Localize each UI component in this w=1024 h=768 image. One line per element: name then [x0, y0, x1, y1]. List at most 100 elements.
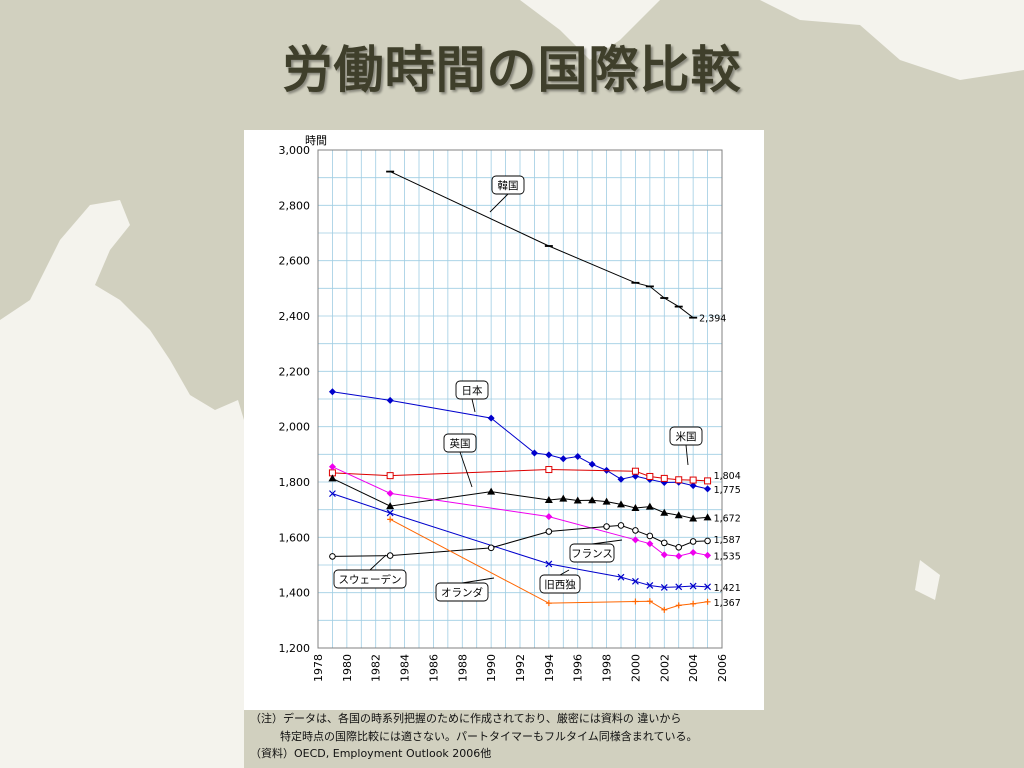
data-point	[660, 551, 668, 559]
series-name-label: 旧西独	[544, 578, 576, 591]
data-point	[631, 536, 639, 544]
end-value-label: 1,804	[714, 471, 741, 482]
callout-box	[569, 543, 615, 563]
data-point	[704, 537, 711, 545]
data-point	[646, 472, 654, 480]
data-point	[675, 602, 682, 609]
callout-pointer	[459, 451, 473, 488]
callout-フランス: フランス	[569, 539, 623, 563]
y-tick-label: 1,800	[279, 476, 311, 489]
end-value-label: 1,775	[714, 485, 741, 496]
data-point	[704, 485, 712, 493]
callout-box	[669, 426, 703, 446]
end-value-label: 1,672	[714, 513, 741, 524]
chart-panel: 時間 1,200 1,400 1,600 1,800 2,000 2,200 2,400 2,6…	[244, 130, 764, 710]
callout-英国: 英国	[443, 433, 477, 488]
series-line	[332, 391, 708, 490]
x-tick-label: 1982	[370, 654, 383, 682]
data-point	[660, 508, 669, 516]
data-point	[386, 552, 394, 559]
callout-pointer	[559, 569, 570, 576]
map-landmass-east	[520, 0, 1024, 80]
callout-pointer	[369, 554, 387, 571]
data-point	[703, 513, 712, 521]
y-axis-title: 時間	[305, 134, 327, 147]
data-point	[646, 540, 654, 548]
data-point	[689, 538, 697, 545]
data-point	[487, 487, 496, 495]
map-island-east	[915, 560, 940, 600]
data-point	[487, 414, 495, 422]
data-point	[661, 606, 668, 613]
data-point	[704, 477, 712, 485]
data-point	[675, 552, 683, 560]
y-tick-label: 1,200	[279, 642, 311, 655]
data-point	[632, 598, 639, 605]
x-tick-label: 2006	[716, 654, 729, 682]
footnote-line-2: 特定時点の国際比較には適さない。パートタイマーもフルタイム同様含まれている。	[280, 729, 698, 743]
callout-pointer	[471, 398, 476, 413]
slide-title: 労働時間の国際比較	[282, 41, 742, 99]
series-name-label: 米国	[676, 430, 697, 443]
data-point	[674, 511, 683, 519]
data-point	[386, 472, 394, 480]
callout-韓国: 韓国	[489, 175, 525, 213]
end-value-label: 1,367	[714, 598, 741, 609]
series-line	[389, 171, 694, 319]
data-point	[690, 600, 697, 607]
data-point	[704, 598, 711, 605]
data-point	[645, 502, 654, 510]
data-point	[704, 583, 711, 591]
data-point	[386, 502, 395, 510]
series-name-label: オランダ	[441, 586, 483, 599]
series-name-label: フランス	[571, 548, 613, 560]
data-point	[588, 460, 596, 468]
callout-米国: 米国	[669, 426, 703, 466]
x-tick-label: 1978	[312, 654, 325, 682]
map-island-west	[200, 425, 232, 448]
data-point	[689, 582, 697, 590]
data-point	[386, 509, 394, 517]
data-point	[545, 600, 552, 607]
data-point	[646, 532, 654, 540]
data-point	[386, 489, 394, 497]
series-lines	[328, 170, 712, 613]
x-tick-label: 2004	[687, 654, 700, 682]
y-tick-label: 2,000	[279, 421, 311, 434]
data-point	[574, 453, 582, 461]
data-point	[602, 497, 611, 505]
data-point	[559, 455, 567, 463]
end-value-labels: 2,394 1,775 1,804 1,672 1,535 1,421 1,587 1,367	[699, 314, 741, 609]
data-point	[573, 496, 582, 504]
x-tick-label: 1980	[341, 654, 354, 682]
callout-box	[333, 569, 407, 589]
data-point	[660, 583, 668, 591]
callout-box	[435, 582, 489, 602]
footnote-line-1: （注）データは、各国の時系列把握のために作成されており、厳密には資料の 違いから	[250, 712, 682, 725]
end-value-label: 1,421	[714, 583, 741, 594]
callout-スウェーデン: スウェーデン	[333, 554, 407, 589]
series-name-label: 日本	[462, 384, 483, 397]
map-landmass-west	[0, 200, 244, 768]
callout-pointer	[685, 444, 689, 466]
data-point	[386, 396, 394, 404]
data-point	[631, 467, 639, 475]
callout-日本: 日本	[455, 380, 489, 413]
data-point	[704, 551, 712, 559]
data-point	[646, 598, 653, 605]
data-point	[545, 513, 553, 521]
data-point	[675, 583, 683, 591]
x-tick-label: 1984	[399, 654, 412, 682]
x-tick-label: 1996	[572, 654, 585, 682]
data-point	[545, 560, 553, 568]
data-point	[329, 490, 336, 498]
callout-旧西独: 旧西独	[539, 569, 581, 594]
y-tick-label: 2,200	[279, 365, 311, 378]
end-value-label: 1,535	[714, 551, 741, 562]
y-tick-label: 2,600	[279, 255, 311, 268]
footnotes: （注）データは、各国の時系列把握のために作成されており、厳密には資料の 違いから…	[250, 710, 850, 766]
y-tick-label: 2,400	[279, 310, 311, 323]
y-tick-label: 1,400	[279, 587, 311, 600]
callout-pointer	[591, 539, 623, 545]
